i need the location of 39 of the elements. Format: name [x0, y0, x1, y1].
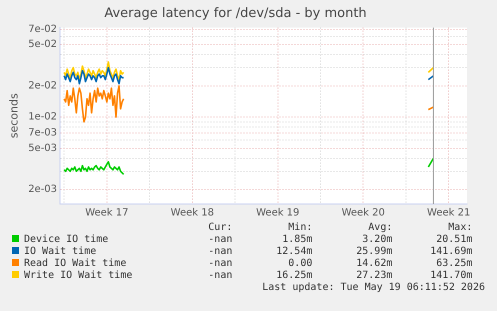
text: 63.25m: [435, 258, 472, 270]
text: Cur:: [207, 222, 232, 234]
y-tick-label: 5e-02: [28, 39, 58, 50]
text: 3.20m: [361, 234, 392, 246]
y-tick-label: 7e-03: [28, 128, 58, 139]
y-axis-title: seconds: [7, 93, 20, 138]
text: 141.70m: [429, 270, 472, 282]
text: 27.23m: [355, 270, 392, 282]
text: 12.54m: [275, 246, 312, 258]
text: 16.25m: [275, 270, 312, 282]
text: 1.85m: [281, 234, 312, 246]
legend-label: IO Wait time: [23, 246, 98, 258]
text: -nan: [207, 270, 232, 282]
text: 25.99m: [355, 246, 392, 258]
x-tick-label: Week 20: [342, 208, 385, 219]
text: -nan: [207, 258, 232, 270]
text: Avg:: [367, 222, 392, 234]
y-tick-label: 5e-03: [28, 142, 58, 154]
text: Last update: Tue May 19 06:11:52 2026: [262, 282, 485, 293]
text: 0.00: [287, 258, 312, 270]
legend-label: Read IO Wait time: [23, 258, 128, 270]
legend-label: Device IO time: [23, 234, 110, 246]
text: -nan: [207, 246, 232, 258]
text: 14.62m: [355, 258, 392, 270]
text: 141.69m: [429, 246, 472, 258]
y-tick-label: 2e-02: [28, 80, 58, 92]
x-tick-label: Week 19: [256, 208, 300, 219]
x-tick-label: Week 21: [427, 208, 470, 219]
x-tick-label: Week 18: [170, 208, 214, 219]
text: Max:: [447, 222, 472, 234]
text: -nan: [207, 234, 232, 246]
y-tick-label: 1e-02: [28, 112, 58, 123]
text: 20.51m: [435, 234, 472, 246]
y-tick-label: 2e-03: [28, 184, 58, 196]
y-tick-label: 7e-02: [28, 24, 58, 36]
chart-title: Average latency for /dev/sda - by month: [104, 6, 367, 22]
text: Min:: [287, 222, 312, 234]
x-tick-label: Week 17: [85, 208, 129, 219]
legend-label: Write IO Wait time: [23, 270, 134, 282]
